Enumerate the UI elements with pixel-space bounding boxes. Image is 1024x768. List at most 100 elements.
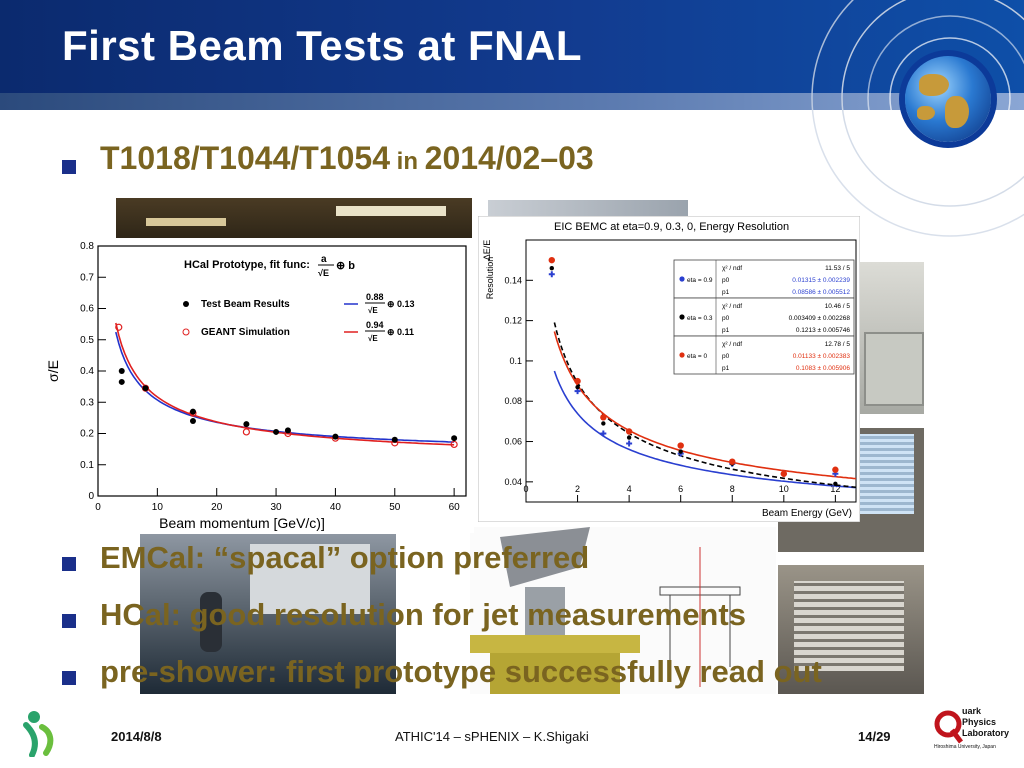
test-beam-point <box>189 408 196 415</box>
stats-value: 11.53 / 5 <box>825 265 850 272</box>
test-beam-point <box>118 378 125 385</box>
x-tick-label: 8 <box>730 484 735 494</box>
eta-03-point <box>678 449 683 454</box>
q-logo-icon <box>934 710 963 744</box>
eta-09-point <box>548 271 555 278</box>
legend-marker-test-beam <box>183 301 189 307</box>
stats-marker-2 <box>679 314 685 320</box>
eta-03-point <box>833 481 838 487</box>
stats-label-1: eta = 0.9 <box>687 277 713 284</box>
globe-icon <box>905 56 991 142</box>
decorative-rings <box>811 0 1024 237</box>
test-beam-point <box>451 435 458 442</box>
test-beam-point <box>142 385 149 392</box>
geant-point <box>450 440 458 449</box>
y-tick-label: 0 <box>88 491 94 502</box>
stats-key: p1 <box>722 289 730 296</box>
x-axis-label: Beam momentum [GeV/c)] <box>159 515 325 531</box>
eta-0-point <box>832 466 839 473</box>
y-tick-label: 0.8 <box>80 241 94 252</box>
x-tick-label: 50 <box>389 502 401 513</box>
title-banner <box>0 0 1024 93</box>
test-beam-point <box>332 433 339 440</box>
bullet-marker-2 <box>62 557 76 571</box>
title-fit-denominator: √E <box>318 268 329 278</box>
photo-detector-rack <box>858 262 924 414</box>
y-axis-label: σ/E <box>45 360 61 382</box>
stats-key: χ² / ndf <box>722 341 742 348</box>
test-beam-point <box>243 421 250 428</box>
bullet-marker-1 <box>62 160 76 174</box>
hcal-resolution-plot: 0 10 20 30 40 50 60 0 0.1 0.2 0.3 0.4 0.5 0.6 0.7 0.8 Be… <box>44 238 474 533</box>
stats-key: χ² / ndf <box>722 265 742 272</box>
title-band <box>0 93 1024 110</box>
y-tick-label: 0.14 <box>504 275 522 285</box>
title-fit-tail: ⊕ b <box>336 260 355 272</box>
bullet-marker-4 <box>62 671 76 685</box>
test-beam-point <box>189 418 196 424</box>
stats-value: 0.1083 ± 0.005906 <box>796 365 851 372</box>
y-tick-label: 0.6 <box>80 304 94 315</box>
bullet-4: pre-shower: first prototype successfully… <box>100 654 822 689</box>
geant-point <box>115 323 123 331</box>
eta-03-point <box>626 435 632 440</box>
bullet-1: T1018/T1044/T1054 in 2014/02–03 <box>100 140 594 177</box>
legend-test-beam: Test Beam Results <box>201 299 290 310</box>
stats-value: 0.08586 ± 0.005512 <box>792 289 850 296</box>
legend-marker-geant <box>182 328 190 336</box>
chart-title: HCal Prototype, fit func: <box>184 259 310 271</box>
eta-09-point <box>626 440 633 447</box>
stats-label-3: eta = 0 <box>687 353 707 360</box>
x-tick-label: 60 <box>449 502 461 513</box>
bemc-resolution-plot: EIC BEMC at eta=0.9, 0.3, 0, Energy Reso… <box>477 215 861 523</box>
bullet-1-runs: T1018/T1044/T1054 <box>100 140 390 176</box>
eta-03-point <box>575 384 580 390</box>
eta-0-point <box>548 256 555 264</box>
bullet-3: HCal: good resolution for jet measuremen… <box>100 597 746 632</box>
stats-box-2 <box>673 297 855 337</box>
stats-key: p0 <box>722 315 730 322</box>
photo-lab-ceiling <box>488 200 688 220</box>
y-tick-label: 0.06 <box>504 437 522 447</box>
stats-key: p0 <box>722 353 730 360</box>
bemc-resolution-chart: EIC BEMC at eta=0.9, 0.3, 0, Energy Reso… <box>477 215 861 523</box>
stats-box-3 <box>673 335 855 375</box>
x-axis-label: Beam Energy (GeV) <box>762 508 852 519</box>
y-tick-label: 0.2 <box>80 429 94 440</box>
test-beam-point <box>273 428 280 435</box>
legend-fit-a-2: 0.94 <box>366 320 384 330</box>
slide-title: First Beam Tests at FNAL <box>62 22 582 69</box>
logo-line-3: Laboratory <box>962 728 1010 738</box>
x-tick-label: 0 <box>95 502 101 513</box>
test-beam-point <box>391 436 398 443</box>
eta-0-point <box>625 428 633 435</box>
x-tick-label: 6 <box>678 484 683 494</box>
stats-key: p0 <box>722 277 730 284</box>
y-axis-label-symbol: ΔE/E <box>482 240 492 261</box>
x-tick-label: 4 <box>627 484 632 494</box>
bullet-1-in: in <box>389 148 425 175</box>
sphenix-logo-icon <box>23 711 54 757</box>
photo-emcal-drawing <box>470 527 776 694</box>
x-tick-label: 0 <box>523 484 528 494</box>
stats-box-1 <box>673 259 855 299</box>
stats-value: 0.01133 ± 0.002383 <box>793 353 851 360</box>
test-beam-point <box>284 427 291 434</box>
x-tick-label: 30 <box>271 502 283 513</box>
footer-date: 2014/8/8 <box>111 729 162 744</box>
x-tick-label: 40 <box>330 502 342 513</box>
y-tick-label: 0.1 <box>80 460 94 471</box>
y-tick-label: 0.4 <box>80 366 94 377</box>
y-tick-label: 0.12 <box>504 316 522 326</box>
legend-geant: GEANT Simulation <box>201 327 290 338</box>
y-axis-label: Resolution <box>485 257 495 300</box>
plot-frame <box>97 245 467 497</box>
eta-03-point <box>601 421 606 426</box>
stats-marker-3 <box>679 352 685 358</box>
bullet-1-date: 2014/02–03 <box>424 140 594 176</box>
fit-curve-1 <box>553 370 857 489</box>
quark-physics-lab-logo: uark Physics Laboratory Hiroshima Univer… <box>934 706 1020 756</box>
logo-line-4: Hiroshima University, Japan <box>934 744 996 750</box>
stats-value: 0.1213 ± 0.005746 <box>796 327 851 334</box>
photo-beam-hall <box>116 198 472 242</box>
